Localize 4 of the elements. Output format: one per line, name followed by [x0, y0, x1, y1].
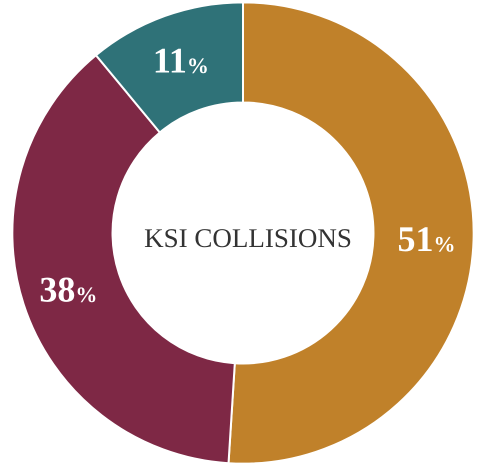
text: KSI COLLISIONS — [144, 223, 352, 253]
data-label: 51% — [397, 218, 456, 259]
data-label: 11% — [152, 40, 209, 80]
data-label: 38% — [39, 270, 98, 310]
